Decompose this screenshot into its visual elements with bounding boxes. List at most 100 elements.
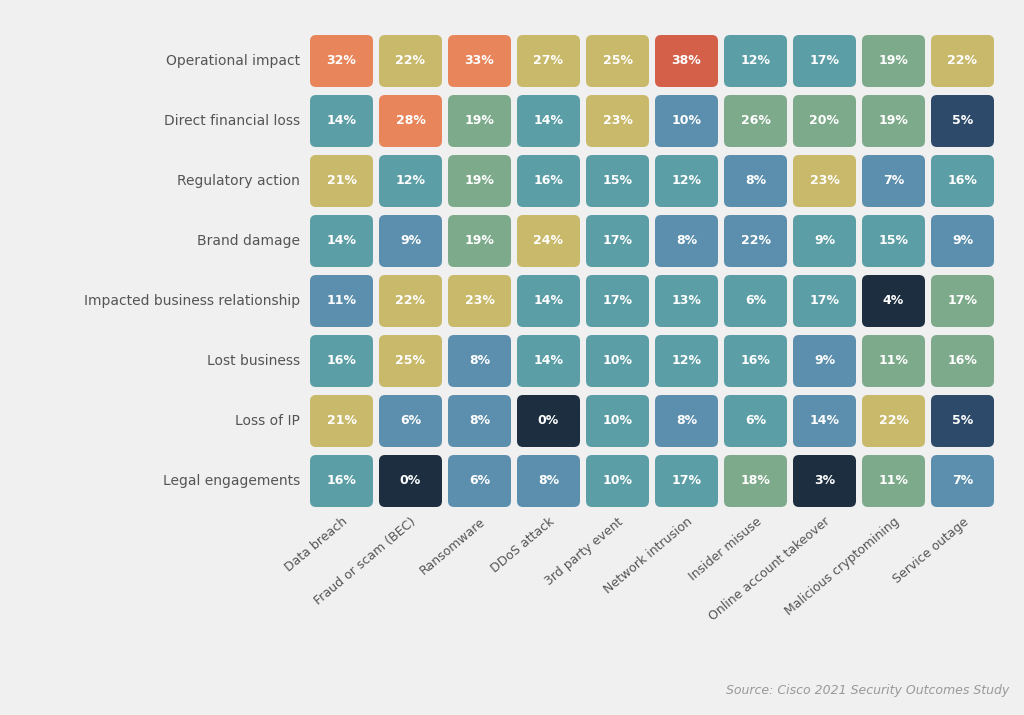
Text: 14%: 14% [534,295,563,307]
Text: 21%: 21% [327,174,356,187]
FancyBboxPatch shape [793,155,856,207]
Text: 19%: 19% [879,114,908,127]
FancyBboxPatch shape [517,215,580,267]
Text: 16%: 16% [327,355,356,368]
Text: 6%: 6% [400,415,421,428]
FancyBboxPatch shape [517,95,580,147]
FancyBboxPatch shape [931,155,994,207]
Text: 13%: 13% [672,295,701,307]
FancyBboxPatch shape [449,155,511,207]
Text: 6%: 6% [744,415,766,428]
FancyBboxPatch shape [724,35,787,87]
FancyBboxPatch shape [655,455,718,507]
Text: 9%: 9% [814,355,835,368]
Text: 7%: 7% [883,174,904,187]
FancyBboxPatch shape [724,275,787,327]
FancyBboxPatch shape [449,215,511,267]
Text: 33%: 33% [465,54,495,67]
FancyBboxPatch shape [379,275,442,327]
Text: 23%: 23% [602,114,633,127]
Text: 16%: 16% [947,355,978,368]
FancyBboxPatch shape [449,35,511,87]
Text: 8%: 8% [469,415,490,428]
Text: 12%: 12% [672,355,701,368]
FancyBboxPatch shape [655,155,718,207]
FancyBboxPatch shape [310,95,373,147]
FancyBboxPatch shape [793,455,856,507]
FancyBboxPatch shape [862,35,925,87]
Text: 17%: 17% [602,295,633,307]
Text: 11%: 11% [879,475,908,488]
Text: 6%: 6% [469,475,490,488]
FancyBboxPatch shape [586,155,649,207]
Text: 11%: 11% [879,355,908,368]
Text: 10%: 10% [672,114,701,127]
Text: Data breach: Data breach [283,515,350,575]
Text: Ransomware: Ransomware [418,515,487,577]
FancyBboxPatch shape [862,155,925,207]
Text: 16%: 16% [947,174,978,187]
Text: 9%: 9% [814,235,835,247]
FancyBboxPatch shape [931,35,994,87]
FancyBboxPatch shape [862,395,925,447]
Text: 0%: 0% [400,475,421,488]
FancyBboxPatch shape [517,455,580,507]
Text: Direct financial loss: Direct financial loss [164,114,300,128]
FancyBboxPatch shape [931,395,994,447]
FancyBboxPatch shape [586,455,649,507]
Text: 10%: 10% [602,475,633,488]
FancyBboxPatch shape [449,275,511,327]
FancyBboxPatch shape [931,455,994,507]
FancyBboxPatch shape [724,395,787,447]
FancyBboxPatch shape [793,395,856,447]
Text: 12%: 12% [672,174,701,187]
FancyBboxPatch shape [724,95,787,147]
Text: 8%: 8% [744,174,766,187]
FancyBboxPatch shape [586,335,649,387]
FancyBboxPatch shape [449,95,511,147]
Text: Network intrusion: Network intrusion [601,515,695,596]
Text: 17%: 17% [947,295,978,307]
Text: 3%: 3% [814,475,835,488]
Text: 8%: 8% [469,355,490,368]
FancyBboxPatch shape [517,335,580,387]
Text: 14%: 14% [327,235,356,247]
FancyBboxPatch shape [379,155,442,207]
Text: 16%: 16% [740,355,770,368]
Text: 32%: 32% [327,54,356,67]
Text: 15%: 15% [602,174,633,187]
Text: 14%: 14% [327,114,356,127]
FancyBboxPatch shape [449,455,511,507]
Text: 20%: 20% [810,114,840,127]
FancyBboxPatch shape [449,395,511,447]
FancyBboxPatch shape [449,335,511,387]
Text: 17%: 17% [672,475,701,488]
FancyBboxPatch shape [724,215,787,267]
Text: 12%: 12% [740,54,770,67]
Text: 38%: 38% [672,54,701,67]
Text: 22%: 22% [740,235,770,247]
FancyBboxPatch shape [379,335,442,387]
Text: 16%: 16% [534,174,563,187]
Text: 26%: 26% [740,114,770,127]
Text: 14%: 14% [534,355,563,368]
Text: Operational impact: Operational impact [166,54,300,68]
FancyBboxPatch shape [586,35,649,87]
FancyBboxPatch shape [517,155,580,207]
FancyBboxPatch shape [379,395,442,447]
Text: 22%: 22% [879,415,908,428]
FancyBboxPatch shape [655,95,718,147]
FancyBboxPatch shape [586,395,649,447]
FancyBboxPatch shape [724,455,787,507]
Text: 24%: 24% [534,235,563,247]
Text: 21%: 21% [327,415,356,428]
Text: Brand damage: Brand damage [197,234,300,248]
FancyBboxPatch shape [793,215,856,267]
Text: 22%: 22% [947,54,978,67]
FancyBboxPatch shape [586,215,649,267]
Text: 25%: 25% [602,54,633,67]
FancyBboxPatch shape [655,35,718,87]
FancyBboxPatch shape [310,155,373,207]
Text: Insider misuse: Insider misuse [686,515,764,583]
Text: 9%: 9% [952,235,973,247]
